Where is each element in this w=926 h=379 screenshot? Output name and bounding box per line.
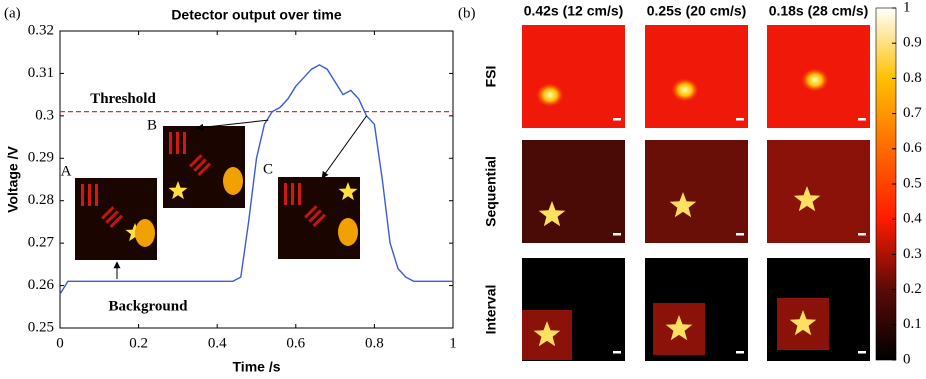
tile-image: [767, 140, 870, 243]
colorbar-tick-label: 0: [903, 351, 911, 367]
y-tick-label: 0.29: [28, 150, 54, 166]
tile-star: [538, 201, 566, 227]
inset-stripe: [88, 184, 91, 206]
y-tick-label: 0.27: [28, 235, 55, 251]
scale-bar: [736, 118, 744, 121]
inset-blob: [338, 218, 358, 246]
tile-image: [645, 25, 748, 128]
inset-stripe: [284, 183, 287, 205]
colorbar-tick-label: 0.5: [903, 175, 922, 191]
inset-blob: [135, 219, 155, 247]
inset-stripe: [109, 214, 124, 229]
column-title: 0.25s (20 cm/s): [647, 3, 747, 19]
tile-image: [645, 140, 748, 243]
inset-star: [168, 181, 188, 200]
plot-frame: [59, 30, 454, 329]
y-tick-label: 0.32: [28, 22, 54, 38]
x-tick-label: 0.4: [208, 335, 227, 351]
inset-stripe: [308, 209, 322, 223]
inset-stripe: [298, 183, 301, 205]
tile-star: [665, 315, 693, 341]
y-tick-label: 0.25: [28, 319, 54, 335]
column-title: 0.42s (12 cm/s): [524, 3, 624, 19]
annotation: Background: [109, 298, 189, 314]
colorbar-tick-label: 0.2: [903, 281, 922, 297]
chart-title: Detector output over time: [171, 7, 342, 23]
inset-stripe: [304, 205, 318, 219]
x-axis-label: Time /s: [233, 359, 281, 375]
tile-blob: [671, 78, 699, 102]
tile-blob: [536, 83, 564, 107]
inset-blob: [223, 167, 243, 195]
inset-stripe: [169, 132, 172, 154]
arrow: [321, 115, 367, 179]
scale-bar: [858, 118, 866, 121]
inset-star: [125, 223, 145, 242]
inset-stripe: [189, 154, 203, 168]
row-label: Interval: [483, 285, 499, 335]
inset-stripe: [176, 132, 179, 154]
inset-stripe: [95, 184, 98, 206]
tile-star: [533, 321, 561, 347]
inset-star: [338, 182, 358, 201]
inset-stripe: [81, 184, 84, 206]
x-tick-label: 0.6: [286, 335, 305, 351]
inset-stripe: [197, 162, 212, 177]
tile-image: [522, 140, 625, 243]
y-axis-label: Voltage /V: [5, 146, 21, 213]
inset-stripe: [291, 183, 294, 205]
colorbar-tick-label: 0.4: [903, 211, 922, 227]
scale-bar: [613, 351, 621, 354]
y-tick-label: 0.26: [28, 277, 55, 293]
scale-bar: [736, 233, 744, 236]
colorbar-tick-label: 0.6: [903, 140, 922, 156]
scale-bar: [858, 233, 866, 236]
tile-blob: [801, 68, 829, 92]
tile-star: [789, 310, 817, 336]
annotation: A: [61, 163, 72, 179]
scale-bar: [613, 118, 621, 121]
colorbar-tick-label: 0.8: [903, 70, 922, 86]
x-tick-label: 0.8: [365, 335, 384, 351]
column-title: 0.18s (28 cm/s): [769, 3, 869, 19]
row-label: FSI: [483, 66, 499, 88]
colorbar-tick-label: 0.9: [903, 35, 922, 51]
x-tick-label: 0: [56, 335, 64, 351]
panel-label: (b): [458, 5, 476, 21]
y-tick-label: 0.31: [28, 65, 54, 81]
y-tick-label: 0.3: [35, 107, 54, 123]
inset-stripe: [101, 206, 115, 220]
data-line: [59, 64, 453, 295]
arrow: [196, 119, 269, 131]
inset-stripe: [193, 158, 207, 172]
panel-label: (a): [4, 5, 21, 21]
colorbar-tick-label: 0.3: [903, 246, 922, 262]
annotation: C: [263, 161, 273, 177]
inset-image: [75, 178, 157, 260]
scale-bar: [858, 351, 866, 354]
scale-bar: [613, 233, 621, 236]
y-tick-label: 0.28: [28, 192, 54, 208]
inset-stripe: [105, 210, 119, 224]
row-label: Sequential: [483, 156, 499, 227]
colorbar-tick-label: 0.1: [903, 316, 922, 332]
tile-image: [522, 25, 625, 128]
threshold-label: Threshold: [90, 91, 156, 107]
annotation: B: [147, 117, 157, 133]
tile-star: [793, 186, 821, 212]
tile-star: [669, 192, 697, 218]
inset-stripe: [183, 132, 186, 154]
x-tick-label: 1: [449, 335, 457, 351]
colorbar-tick-label: 0.7: [903, 105, 922, 121]
x-tick-label: 0.2: [129, 335, 148, 351]
inset-stripe: [312, 213, 327, 228]
scale-bar: [736, 351, 744, 354]
colorbar-tick-label: 1: [903, 0, 911, 15]
